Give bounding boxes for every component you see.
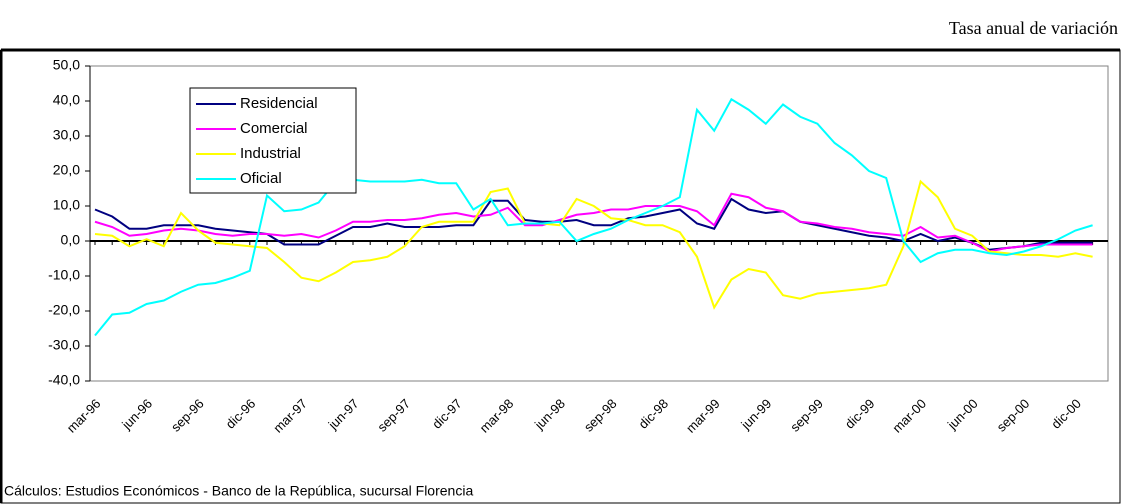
y-tick-label: 30,0	[53, 127, 80, 143]
y-tick-label: -20,0	[48, 302, 80, 318]
legend-label: Oficial	[240, 170, 282, 187]
legend-box	[189, 87, 357, 194]
x-tick-label: mar-97	[270, 396, 310, 436]
y-tick-label: -10,0	[48, 267, 80, 283]
y-tick-label: 50,0	[53, 57, 80, 73]
x-tick-label: sep-96	[168, 396, 207, 435]
source-note: Cálculos: Estudios Económicos - Banco de…	[4, 483, 473, 499]
x-tick-label: sep-97	[374, 396, 413, 435]
y-tick-label: 0,0	[61, 232, 81, 248]
y-tick-label: -40,0	[48, 372, 80, 388]
x-tick-label: jun-96	[118, 396, 155, 433]
x-tick-label: mar-99	[683, 396, 723, 436]
x-tick-label: dic-00	[1048, 396, 1084, 432]
legend-label: Industrial	[240, 145, 301, 162]
legend: Residencial Comercial Industrial Oficial	[189, 87, 357, 194]
frame	[0, 49, 1121, 504]
legend-label: Comercial	[240, 120, 308, 137]
x-tick-label: mar-00	[889, 396, 929, 436]
y-tick-label: -30,0	[48, 337, 80, 353]
series-line	[94, 179, 1093, 310]
x-tick-label: jun-98	[531, 396, 568, 433]
y-tick-label: 40,0	[53, 92, 80, 108]
x-tick-label: dic-96	[223, 396, 259, 432]
legend-label: Residencial	[240, 95, 318, 112]
x-tick-label: sep-00	[994, 396, 1033, 435]
x-tick-label: mar-96	[64, 396, 104, 436]
x-tick-label: dic-99	[842, 396, 878, 432]
x-tick-label: jun-00	[944, 396, 981, 433]
y-tick-label: 10,0	[53, 197, 80, 213]
x-tick-label: sep-99	[787, 396, 826, 435]
x-tick-label: jun-99	[737, 396, 774, 433]
series-line	[94, 97, 1093, 337]
series-line	[94, 192, 1093, 253]
x-tick-label: dic-98	[635, 396, 671, 432]
chart-title: Tasa anual de variación	[949, 18, 1118, 38]
x-tick-label: jun-97	[325, 396, 362, 433]
x-tick-label: dic-97	[429, 396, 465, 432]
x-tick-label: mar-98	[477, 396, 517, 436]
y-tick-label: 20,0	[53, 162, 80, 178]
x-tick-label: sep-98	[581, 396, 620, 435]
